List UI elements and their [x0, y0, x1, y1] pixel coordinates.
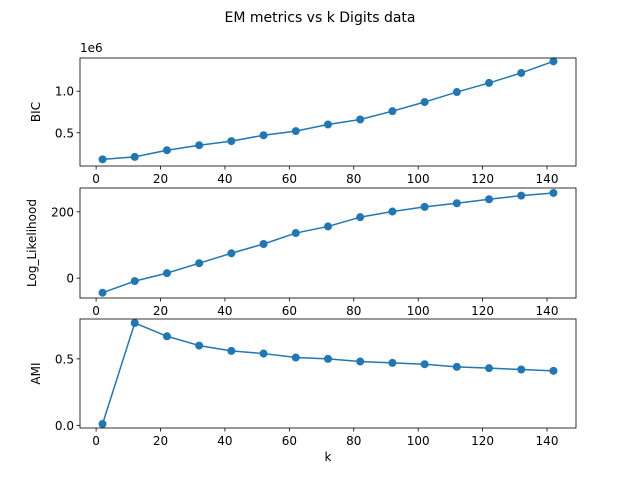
data-point: [452, 88, 461, 97]
data-point: [452, 199, 461, 208]
x-axis-label: k: [325, 450, 332, 464]
y-tick-label: 0: [66, 272, 74, 286]
axes-frame: [79, 57, 577, 167]
data-point: [485, 364, 494, 373]
data-point: [162, 269, 171, 278]
x-tick-label: 120: [471, 172, 494, 186]
data-point: [356, 115, 365, 124]
x-tick-label: 20: [153, 172, 168, 186]
data-point: [420, 360, 429, 369]
x-tick-label: 100: [407, 304, 430, 318]
data-point: [388, 107, 397, 116]
data-point: [98, 288, 107, 297]
x-tick-label: 80: [346, 172, 361, 186]
data-point: [195, 341, 204, 350]
data-point: [324, 222, 332, 231]
data-point: [130, 152, 139, 161]
data-point: [549, 57, 558, 66]
x-tick-label: 140: [536, 172, 559, 186]
x-tick-label: 100: [407, 172, 430, 186]
data-point: [162, 332, 171, 341]
data-point: [291, 229, 300, 238]
data-point: [259, 239, 268, 248]
data-point: [356, 213, 365, 222]
y-tick-label: 0.5: [55, 352, 74, 366]
x-tick-label: 40: [217, 434, 232, 448]
axes-frame: [79, 187, 577, 299]
x-tick-label: 80: [346, 434, 361, 448]
x-tick-label: 120: [471, 304, 494, 318]
data-point: [227, 249, 236, 258]
data-point: [259, 131, 268, 140]
data-point: [388, 358, 397, 367]
figure-title: EM metrics vs k Digits data: [224, 10, 415, 26]
x-tick-label: 20: [153, 304, 168, 318]
data-point: [227, 137, 236, 146]
data-point: [549, 366, 558, 375]
y-tick-label: 0.5: [55, 126, 74, 140]
x-tick-label: 0: [92, 434, 100, 448]
data-point: [517, 191, 526, 200]
data-point: [195, 141, 204, 150]
x-tick-label: 120: [471, 434, 494, 448]
x-tick-label: 40: [217, 304, 232, 318]
data-point: [549, 188, 558, 197]
x-tick-label: 0: [92, 304, 100, 318]
x-tick-label: 80: [346, 304, 361, 318]
data-point: [517, 365, 526, 374]
data-point: [291, 353, 300, 362]
data-point: [356, 357, 365, 366]
x-tick-label: 20: [153, 434, 168, 448]
data-point: [259, 349, 268, 358]
data-point: [388, 207, 397, 216]
x-tick-label: 40: [217, 172, 232, 186]
data-point: [452, 362, 461, 371]
data-point: [324, 354, 332, 363]
axes-frame: [79, 318, 577, 429]
data-point: [324, 120, 332, 129]
data-point: [227, 346, 236, 355]
data-point: [485, 195, 494, 204]
y-axis-label: AMI: [29, 362, 43, 384]
subplot-3: 0 20 40 60 80 100 120 140 0.0 0.5 AMI k: [29, 318, 577, 464]
subplot-2: 0 20 40 60 80 100 120 140 0 200 Log_Likelihood: [25, 187, 577, 318]
data-point: [485, 78, 494, 87]
x-tick-label: 0: [92, 172, 100, 186]
subplot-1: 0 20 40 60 80 100 120 140 0.5 1.0 1e6 BIC: [29, 41, 577, 186]
data-point: [130, 277, 139, 286]
data-point: [420, 202, 429, 211]
data-point: [420, 98, 429, 107]
data-point: [162, 146, 171, 155]
y-tick-label: 1.0: [55, 85, 74, 99]
y-tick-label: 200: [51, 205, 74, 219]
data-point: [130, 318, 139, 327]
y-offset-label: 1e6: [80, 41, 103, 55]
data-point: [195, 259, 204, 268]
x-tick-label: 60: [282, 434, 297, 448]
x-tick-label: 60: [282, 304, 297, 318]
data-point: [517, 68, 526, 77]
x-tick-label: 140: [536, 434, 559, 448]
subplots: 0 20 40 60 80 100 120 140 0.5 1.0 1e6 BIC 0 20 40 60 80 1…: [25, 41, 577, 464]
x-tick-label: 140: [536, 304, 559, 318]
data-point: [98, 155, 107, 164]
y-tick-label: 0.0: [55, 419, 74, 433]
data-point: [98, 420, 107, 429]
y-axis-label: Log_Likelihood: [25, 199, 39, 287]
x-tick-label: 60: [282, 172, 297, 186]
y-axis-label: BIC: [29, 102, 43, 122]
x-tick-label: 100: [407, 434, 430, 448]
data-point: [291, 127, 300, 136]
